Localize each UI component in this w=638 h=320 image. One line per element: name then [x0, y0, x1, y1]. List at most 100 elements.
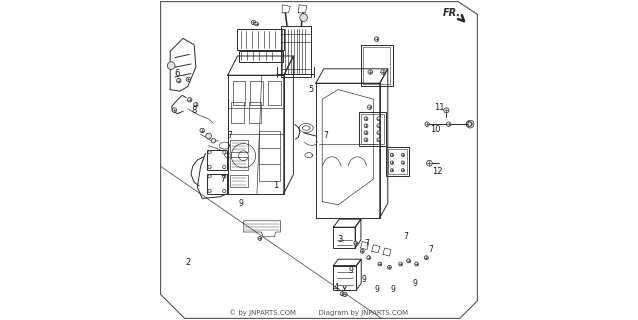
Bar	[239, 51, 283, 62]
Bar	[334, 227, 355, 248]
Circle shape	[211, 139, 216, 143]
Circle shape	[401, 161, 404, 164]
Bar	[359, 112, 386, 146]
Bar	[388, 149, 406, 174]
Circle shape	[399, 262, 403, 266]
Circle shape	[377, 124, 381, 128]
Circle shape	[255, 22, 258, 26]
Circle shape	[223, 165, 226, 169]
Circle shape	[367, 256, 371, 260]
Bar	[230, 157, 248, 170]
Text: 7: 7	[227, 132, 232, 140]
Circle shape	[390, 169, 394, 172]
Circle shape	[390, 153, 394, 156]
Bar	[249, 102, 262, 123]
Circle shape	[368, 70, 373, 74]
Circle shape	[424, 256, 428, 260]
Circle shape	[208, 175, 211, 178]
Circle shape	[200, 128, 204, 133]
Circle shape	[377, 117, 381, 121]
Bar	[363, 47, 390, 84]
Text: 4: 4	[334, 284, 339, 292]
Text: 9: 9	[361, 276, 366, 284]
Circle shape	[205, 133, 211, 139]
Circle shape	[364, 138, 368, 142]
Text: 7: 7	[403, 232, 408, 241]
Circle shape	[186, 77, 191, 82]
Circle shape	[343, 292, 347, 297]
Circle shape	[223, 175, 226, 178]
Circle shape	[364, 117, 368, 121]
Circle shape	[340, 292, 344, 296]
Text: 9: 9	[413, 279, 417, 288]
Bar	[233, 81, 246, 105]
Bar	[237, 29, 284, 50]
Circle shape	[364, 124, 368, 128]
Bar	[230, 140, 248, 152]
Circle shape	[167, 62, 175, 69]
Text: 9: 9	[238, 199, 243, 208]
Circle shape	[406, 259, 410, 263]
Circle shape	[375, 37, 379, 41]
Circle shape	[377, 131, 381, 135]
Bar	[281, 26, 311, 77]
Circle shape	[447, 122, 451, 126]
Text: 6: 6	[174, 69, 179, 78]
Bar	[361, 114, 384, 144]
Circle shape	[208, 165, 211, 169]
Circle shape	[390, 161, 394, 164]
Circle shape	[251, 20, 256, 25]
Text: FR.: FR.	[443, 8, 461, 18]
Circle shape	[364, 131, 368, 135]
Circle shape	[258, 236, 262, 240]
Bar	[334, 266, 357, 290]
Text: 10: 10	[431, 125, 441, 134]
Bar	[231, 102, 244, 123]
Text: 9: 9	[348, 266, 353, 275]
Circle shape	[193, 102, 198, 107]
Bar	[268, 81, 281, 105]
Circle shape	[377, 138, 381, 142]
Circle shape	[208, 151, 211, 154]
Text: 3: 3	[337, 236, 343, 244]
Bar	[360, 45, 392, 86]
Bar	[258, 131, 280, 181]
Text: 7: 7	[364, 239, 369, 248]
Circle shape	[444, 108, 449, 113]
Text: © by JNPARTS.COM          Diagram by JNPARTS.COM: © by JNPARTS.COM Diagram by JNPARTS.COM	[230, 309, 408, 316]
Circle shape	[427, 160, 433, 166]
Bar	[386, 147, 408, 176]
Circle shape	[223, 151, 226, 154]
Circle shape	[208, 189, 211, 193]
Text: 12: 12	[432, 167, 443, 176]
Bar	[316, 83, 380, 218]
Bar	[250, 81, 263, 105]
Bar	[207, 174, 227, 194]
Bar	[207, 150, 227, 170]
Text: 8: 8	[191, 106, 197, 115]
Bar	[230, 175, 248, 187]
Circle shape	[401, 153, 404, 156]
Circle shape	[387, 265, 391, 269]
Circle shape	[172, 108, 177, 112]
Text: 7: 7	[323, 132, 328, 140]
Circle shape	[223, 189, 226, 193]
Circle shape	[381, 70, 385, 74]
Circle shape	[354, 241, 358, 245]
Text: 7: 7	[221, 175, 225, 184]
Text: 11: 11	[434, 103, 444, 112]
Text: 7: 7	[429, 245, 433, 254]
Circle shape	[415, 262, 419, 266]
Bar	[228, 75, 284, 194]
Circle shape	[425, 122, 429, 126]
Text: 9: 9	[374, 285, 379, 294]
Circle shape	[360, 249, 364, 253]
Text: 9: 9	[390, 285, 395, 294]
Circle shape	[177, 78, 181, 83]
Circle shape	[367, 105, 372, 109]
Circle shape	[378, 262, 382, 266]
Circle shape	[401, 169, 404, 172]
Circle shape	[300, 14, 308, 21]
Text: 1: 1	[273, 181, 278, 190]
Circle shape	[188, 98, 192, 102]
